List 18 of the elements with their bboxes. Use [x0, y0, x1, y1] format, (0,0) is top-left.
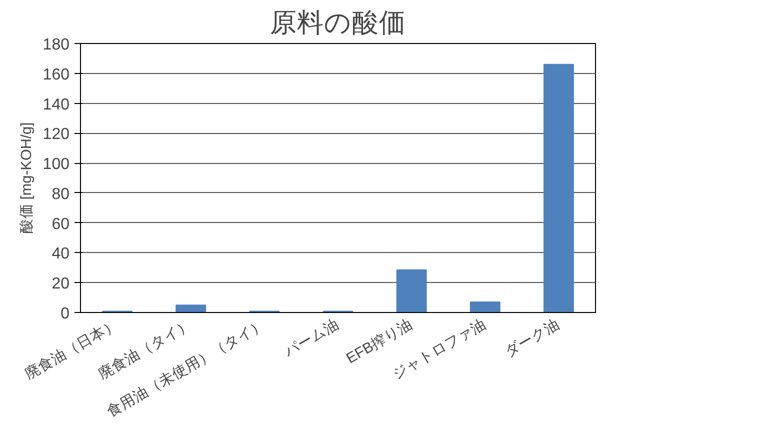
bar: [470, 302, 500, 312]
y-tick-label: 160: [42, 66, 70, 84]
bar: [544, 64, 574, 312]
y-tick-label: 80: [52, 186, 70, 203]
y-tick-label: 140: [42, 96, 70, 114]
y-tick-label: 60: [52, 216, 70, 233]
y-tick-label: 120: [42, 126, 70, 144]
y-tick-label: 0: [60, 306, 70, 322]
y-tick-label: 180: [42, 36, 70, 54]
y-tick-label: 40: [52, 246, 70, 263]
chart-title: 原料の酸価: [270, 8, 406, 38]
bar: [176, 304, 206, 312]
y-axis-title: 酸価 [mg-KOH/g]: [18, 122, 35, 234]
y-tick-label: 100: [42, 156, 70, 174]
x-tick-label: ダーク油: [502, 316, 563, 360]
bar: [396, 269, 427, 312]
y-tick-label: 20: [52, 276, 70, 293]
x-tick-label: パーム油: [280, 316, 342, 361]
